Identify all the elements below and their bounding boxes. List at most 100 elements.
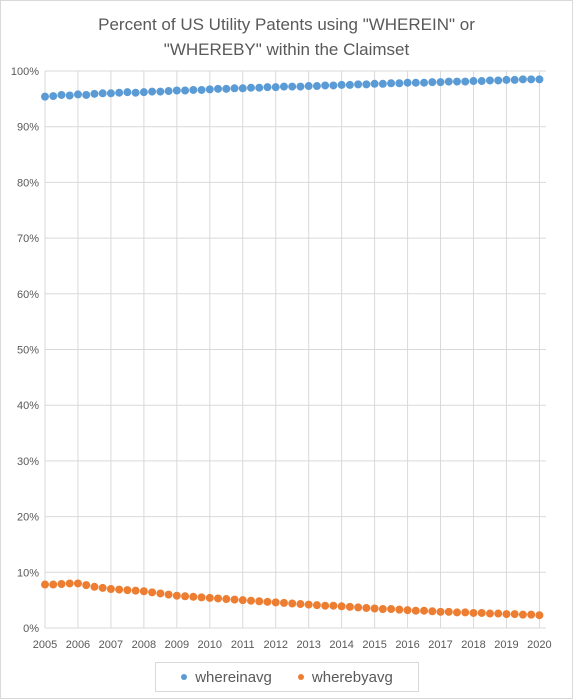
x-tick-label: 2010: [198, 639, 222, 651]
point-wherebyavg: [404, 606, 412, 614]
legend: whereinavg wherebyavg: [155, 662, 419, 692]
y-axis-ticks: 0%10%20%30%40%50%60%70%80%90%100%: [11, 66, 39, 635]
point-whereinavg: [66, 92, 74, 100]
point-whereinavg: [486, 76, 494, 84]
point-whereinavg: [156, 88, 164, 96]
point-wherebyavg: [206, 594, 214, 602]
point-wherebyavg: [239, 596, 247, 604]
x-tick-label: 2016: [395, 639, 419, 651]
point-wherebyavg: [494, 610, 502, 618]
legend-item-whereinavg: whereinavg: [181, 669, 272, 686]
point-whereinavg: [123, 88, 131, 96]
point-whereinavg: [173, 86, 181, 94]
point-wherebyavg: [412, 607, 420, 615]
point-wherebyavg: [296, 600, 304, 608]
chart-plot: 0%10%20%30%40%50%60%70%80%90%100% 200520…: [0, 0, 573, 660]
grid: [45, 71, 546, 628]
point-wherebyavg: [115, 586, 123, 594]
y-tick-label: 80%: [17, 177, 39, 189]
point-whereinavg: [57, 91, 65, 99]
point-wherebyavg: [527, 611, 535, 619]
point-wherebyavg: [181, 592, 189, 600]
point-whereinavg: [404, 79, 412, 87]
point-wherebyavg: [321, 602, 329, 610]
point-wherebyavg: [140, 587, 148, 595]
point-whereinavg: [428, 78, 436, 86]
point-wherebyavg: [255, 597, 263, 605]
legend-label-whereinavg: whereinavg: [195, 669, 272, 686]
legend-marker-whereinavg: [181, 674, 187, 680]
y-tick-label: 0%: [23, 623, 39, 635]
point-whereinavg: [519, 75, 527, 83]
x-tick-label: 2009: [165, 639, 189, 651]
point-wherebyavg: [272, 598, 280, 606]
point-whereinavg: [198, 86, 206, 94]
point-wherebyavg: [478, 609, 486, 617]
point-wherebyavg: [231, 596, 239, 604]
y-tick-label: 30%: [17, 456, 39, 468]
point-wherebyavg: [387, 605, 395, 613]
point-whereinavg: [115, 89, 123, 97]
point-wherebyavg: [49, 581, 57, 589]
point-wherebyavg: [132, 587, 140, 595]
point-whereinavg: [74, 90, 82, 98]
point-wherebyavg: [453, 608, 461, 616]
point-whereinavg: [305, 82, 313, 90]
y-tick-label: 100%: [11, 66, 39, 78]
point-wherebyavg: [379, 605, 387, 613]
point-wherebyavg: [535, 611, 543, 619]
point-whereinavg: [469, 77, 477, 85]
point-whereinavg: [445, 78, 453, 86]
point-wherebyavg: [288, 599, 296, 607]
x-tick-label: 2012: [263, 639, 287, 651]
point-wherebyavg: [502, 610, 510, 618]
point-wherebyavg: [486, 610, 494, 618]
y-tick-label: 60%: [17, 289, 39, 301]
point-wherebyavg: [57, 580, 65, 588]
point-whereinavg: [338, 81, 346, 89]
y-tick-label: 70%: [17, 233, 39, 245]
point-wherebyavg: [354, 603, 362, 611]
point-wherebyavg: [41, 581, 49, 589]
legend-label-wherebyavg: wherebyavg: [312, 669, 393, 686]
point-wherebyavg: [74, 579, 82, 587]
x-tick-label: 2019: [494, 639, 518, 651]
point-wherebyavg: [428, 607, 436, 615]
point-whereinavg: [420, 79, 428, 87]
x-tick-label: 2006: [66, 639, 90, 651]
point-whereinavg: [165, 87, 173, 95]
point-wherebyavg: [90, 583, 98, 591]
point-wherebyavg: [214, 594, 222, 602]
point-whereinavg: [181, 86, 189, 94]
point-wherebyavg: [247, 597, 255, 605]
point-whereinavg: [354, 80, 362, 88]
x-tick-label: 2013: [296, 639, 320, 651]
point-whereinavg: [313, 82, 321, 90]
point-wherebyavg: [437, 608, 445, 616]
point-wherebyavg: [123, 586, 131, 594]
point-whereinavg: [502, 76, 510, 84]
y-tick-label: 50%: [17, 345, 39, 357]
point-whereinavg: [535, 75, 543, 83]
point-wherebyavg: [148, 588, 156, 596]
point-wherebyavg: [362, 604, 370, 612]
point-whereinavg: [453, 78, 461, 86]
point-wherebyavg: [305, 601, 313, 609]
point-whereinavg: [280, 83, 288, 91]
point-whereinavg: [107, 89, 115, 97]
point-whereinavg: [140, 88, 148, 96]
point-wherebyavg: [346, 603, 354, 611]
point-wherebyavg: [313, 601, 321, 609]
point-whereinavg: [41, 93, 49, 101]
point-wherebyavg: [371, 605, 379, 613]
point-whereinavg: [387, 79, 395, 87]
x-tick-label: 2008: [132, 639, 156, 651]
point-whereinavg: [255, 84, 263, 92]
point-wherebyavg: [445, 608, 453, 616]
point-wherebyavg: [222, 595, 230, 603]
x-tick-label: 2005: [33, 639, 57, 651]
y-tick-label: 10%: [17, 567, 39, 579]
x-tick-label: 2017: [428, 639, 452, 651]
point-whereinavg: [437, 78, 445, 86]
point-whereinavg: [206, 85, 214, 93]
